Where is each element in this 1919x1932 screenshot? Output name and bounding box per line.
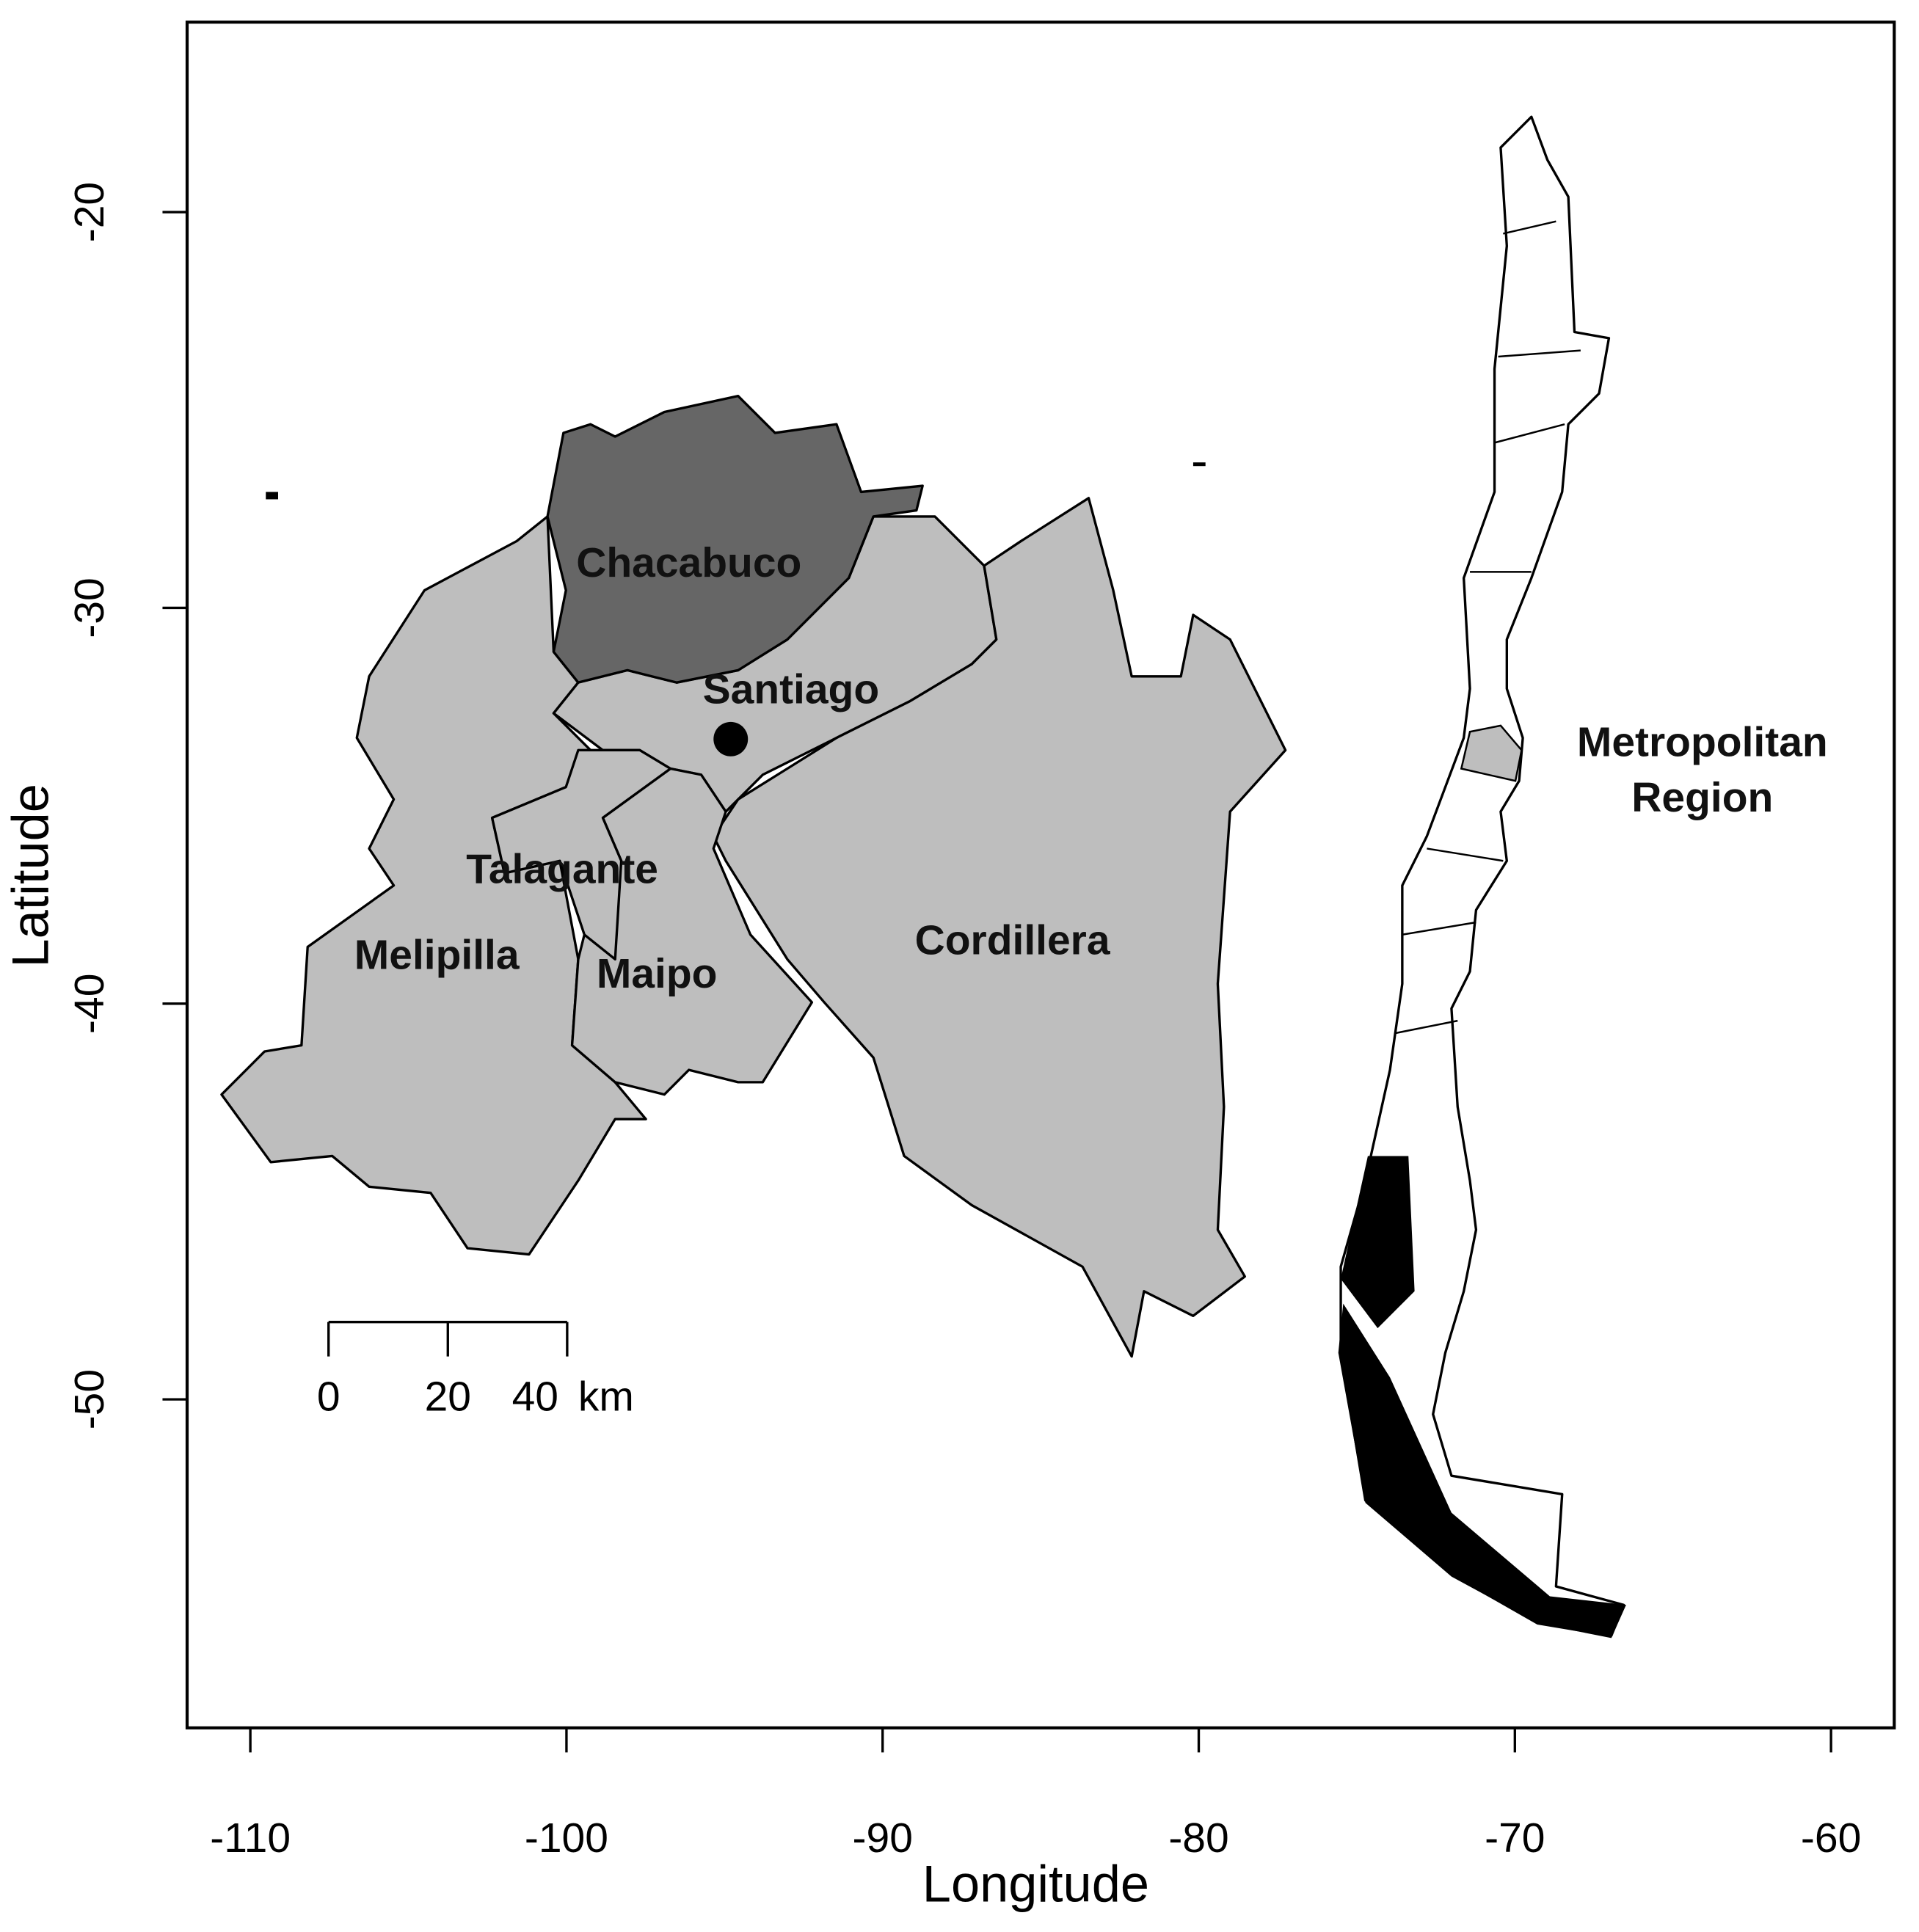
y-tick-label: -50 bbox=[66, 1369, 113, 1429]
x-tick-label: -70 bbox=[1485, 1815, 1545, 1862]
region-borders bbox=[1396, 1019, 1458, 1035]
inset-label: Region bbox=[1631, 774, 1773, 821]
scale-label: 0 bbox=[317, 1373, 341, 1420]
region-borders bbox=[1427, 847, 1504, 862]
x-tick-label: -110 bbox=[210, 1815, 291, 1862]
cordillera-area bbox=[712, 497, 1287, 1358]
x-tick-label: -80 bbox=[1168, 1815, 1228, 1862]
island bbox=[266, 492, 278, 500]
maipo-area bbox=[570, 767, 814, 1096]
chile-inset bbox=[1338, 115, 1626, 1638]
plot-frame bbox=[185, 21, 1896, 1729]
talagante-area bbox=[490, 748, 672, 960]
x-axis-label: Longitude bbox=[922, 1854, 1149, 1912]
metropolitan-region-inset bbox=[1460, 724, 1523, 782]
y-tick-label: -20 bbox=[66, 182, 113, 242]
region-label: Cordillera bbox=[915, 917, 1111, 964]
x-tick-label: -60 bbox=[1801, 1815, 1861, 1862]
region-borders bbox=[1498, 349, 1581, 358]
region-borders bbox=[1494, 423, 1565, 444]
scale-label: 40 bbox=[512, 1373, 558, 1420]
y-axis-label: Latitude bbox=[1, 784, 59, 967]
island bbox=[1192, 462, 1206, 467]
region-borders bbox=[1402, 921, 1476, 936]
inset-label: Metropolitan bbox=[1577, 719, 1828, 766]
region-borders bbox=[1503, 220, 1556, 235]
scale-label: 20 bbox=[425, 1373, 471, 1420]
region-label: Chacabuco bbox=[576, 539, 801, 586]
y-tick-label: -30 bbox=[66, 577, 113, 638]
region-label: Talagante bbox=[466, 845, 658, 892]
region-label: Maipo bbox=[597, 950, 718, 997]
santiago-city-dot bbox=[713, 721, 749, 757]
city-label: Santiago bbox=[703, 666, 880, 713]
x-tick-label: -90 bbox=[853, 1815, 913, 1862]
y-tick-label: -40 bbox=[66, 974, 113, 1034]
metropolitan-map bbox=[220, 394, 1287, 1358]
southern-fjords bbox=[1341, 1156, 1415, 1329]
chacabuco-area bbox=[546, 394, 924, 684]
region-label: Melipilla bbox=[354, 932, 520, 979]
scale-unit: km bbox=[578, 1373, 634, 1420]
x-tick-label: -100 bbox=[525, 1815, 608, 1862]
southern-fjords bbox=[1338, 1303, 1626, 1638]
